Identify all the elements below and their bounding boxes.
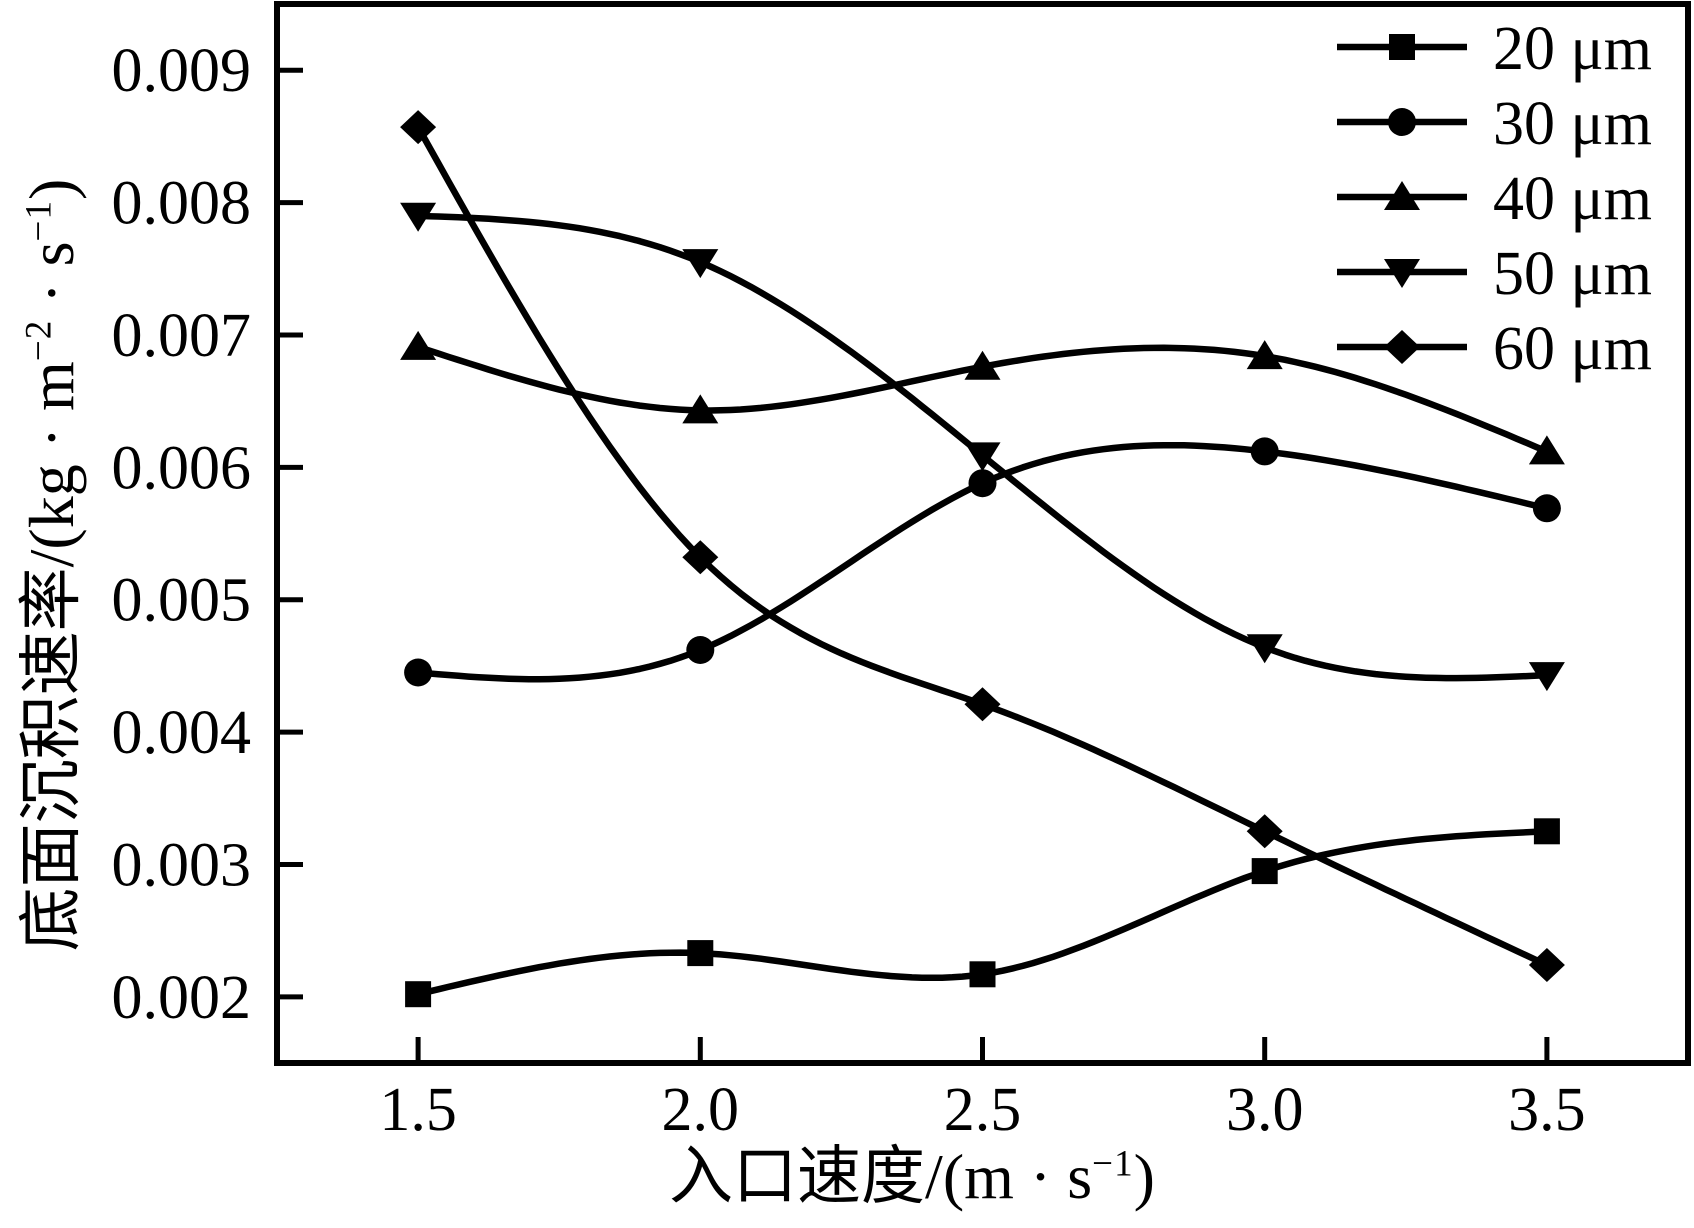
data-point-triangle-down xyxy=(1384,259,1420,288)
data-point-square xyxy=(1251,858,1278,885)
y-tick-label: 0.003 xyxy=(112,831,252,899)
plot-border xyxy=(274,1,1691,1066)
series-1 xyxy=(404,437,1561,687)
series-0 xyxy=(405,818,1560,1008)
y-axis-label-exponent-1: −2 xyxy=(18,319,60,362)
data-point-square xyxy=(1533,818,1560,845)
y-tick-label: 0.009 xyxy=(112,37,252,105)
y-tick-label: 0.005 xyxy=(112,567,252,635)
legend-item-0: 20 μm xyxy=(1337,15,1652,83)
series-3 xyxy=(400,202,1565,692)
y-axis-label: 底面沉积速率/(kg · m−2 · s−1) xyxy=(15,178,87,952)
data-point-diamond xyxy=(964,687,1001,722)
y-axis-label-exponent-2: −1 xyxy=(18,199,60,242)
legend-item-3: 50 μm xyxy=(1337,240,1652,308)
legend-label: 30 μm xyxy=(1493,90,1652,158)
x-tick-label: 3.5 xyxy=(1508,1076,1586,1144)
y-axis-label-mid: · s xyxy=(15,241,87,320)
x-tick-label: 2.5 xyxy=(944,1076,1022,1144)
data-point-triangle-up xyxy=(1384,181,1420,210)
data-point-square xyxy=(969,961,996,988)
data-point-circle xyxy=(686,636,715,664)
data-point-triangle-up xyxy=(400,330,437,360)
legend-label: 20 μm xyxy=(1493,15,1652,83)
x-axis-label-text: 入口速度/(m · s xyxy=(669,1141,1093,1212)
data-point-diamond xyxy=(1246,814,1283,849)
x-axis-label-exponent: −1 xyxy=(1092,1143,1134,1185)
y-tick-label: 0.004 xyxy=(112,699,252,767)
data-point-triangle-up xyxy=(964,350,1001,380)
data-point-circle xyxy=(968,469,997,498)
data-point-circle xyxy=(1250,437,1279,466)
data-point-triangle-down xyxy=(682,249,719,279)
x-axis-label-close: ) xyxy=(1133,1141,1155,1212)
data-point-square xyxy=(687,940,714,967)
y-tick-label: 0.007 xyxy=(112,302,252,370)
series-line-4 xyxy=(414,123,1551,969)
data-point-triangle-down xyxy=(1246,634,1283,664)
data-point-diamond xyxy=(682,540,719,575)
data-point-square xyxy=(405,981,432,1008)
x-tick-label: 2.0 xyxy=(662,1076,740,1144)
x-tick-label: 3.0 xyxy=(1226,1076,1304,1144)
data-point-diamond xyxy=(400,110,437,145)
y-axis-label-close: ) xyxy=(15,178,87,200)
data-point-triangle-up xyxy=(1246,340,1283,370)
data-point-triangle-down xyxy=(1528,662,1565,692)
series-2 xyxy=(400,330,1565,465)
legend-label: 50 μm xyxy=(1493,240,1652,308)
data-point-diamond xyxy=(1384,330,1420,364)
legend-label: 40 μm xyxy=(1493,165,1652,233)
data-point-circle xyxy=(1388,108,1416,136)
y-tick-label: 0.008 xyxy=(112,170,252,238)
data-point-triangle-down xyxy=(964,442,1001,472)
y-axis-label-text: 底面沉积速率/(kg · m xyxy=(15,361,87,952)
data-point-diamond xyxy=(1528,948,1565,982)
x-axis-label: 入口速度/(m · s−1) xyxy=(277,1141,1547,1212)
y-tick-label: 0.002 xyxy=(112,964,252,1032)
data-point-circle xyxy=(404,658,433,687)
legend-item-1: 30 μm xyxy=(1337,90,1652,158)
y-tick-label: 0.006 xyxy=(112,434,252,502)
legend-label: 60 μm xyxy=(1493,315,1652,383)
legend-item-2: 40 μm xyxy=(1337,165,1652,233)
data-point-triangle-up xyxy=(1528,435,1565,465)
data-point-triangle-up xyxy=(682,394,719,424)
data-point-triangle-down xyxy=(400,202,437,232)
data-point-square xyxy=(1389,34,1415,60)
x-tick-label: 1.5 xyxy=(379,1076,457,1144)
legend-item-4: 60 μm xyxy=(1337,315,1652,383)
data-point-circle xyxy=(1532,494,1561,523)
series-4 xyxy=(400,110,1565,982)
